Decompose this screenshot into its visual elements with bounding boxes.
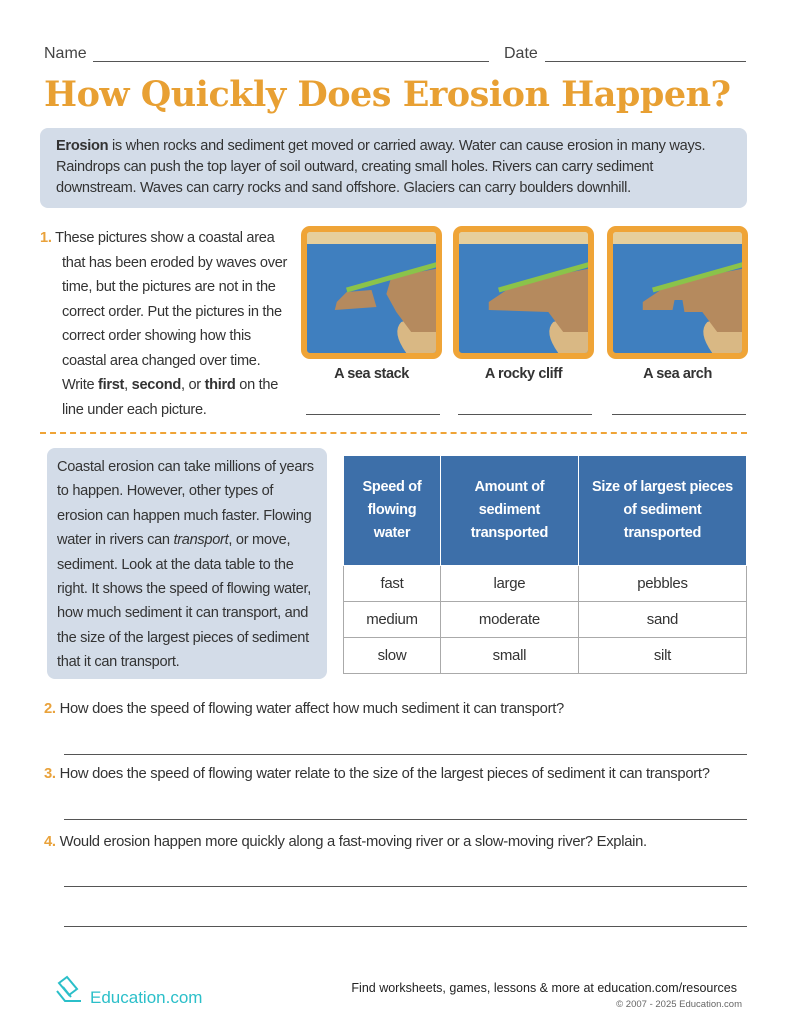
table-header: Speed of flowing water: [343, 455, 441, 566]
date-label: Date: [504, 45, 538, 62]
picture-caption: A sea stack: [334, 366, 409, 382]
education-logo-icon: [55, 975, 83, 1005]
passage-box: Coastal erosion can take millions of yea…: [47, 448, 327, 679]
question-2: 2. How does the speed of flowing water a…: [44, 701, 564, 717]
order-answer-line[interactable]: [458, 414, 592, 415]
table-cell: slow: [343, 637, 441, 674]
table-cell: small: [439, 637, 579, 674]
table-cell: large: [439, 565, 579, 602]
table-row: fast large pebbles: [343, 565, 748, 602]
question-number: 1.: [40, 230, 52, 246]
passage-italic: transport: [173, 532, 229, 549]
table-cell: pebbles: [577, 565, 748, 602]
question-4: 4. Would erosion happen more quickly alo…: [44, 834, 647, 850]
order-answer-line[interactable]: [306, 414, 440, 415]
q1-third: third: [204, 377, 236, 393]
question-1: 1. These pictures show a coastal area th…: [40, 226, 295, 422]
question-text: Would erosion happen more quickly along …: [59, 834, 648, 850]
coastal-picture: [453, 226, 594, 359]
answer-line[interactable]: [64, 926, 747, 927]
q1-second: second: [131, 377, 182, 393]
answer-line[interactable]: [64, 886, 747, 887]
name-label: Name: [44, 45, 87, 62]
table-row: medium moderate sand: [343, 601, 748, 638]
passage-text: Coastal erosion can take millions of yea…: [57, 459, 314, 549]
copyright: © 2007 - 2025 Education.com: [616, 999, 742, 1010]
table-cell: silt: [577, 637, 748, 674]
intro-text: is when rocks and sediment get moved or …: [56, 138, 706, 196]
answer-line[interactable]: [64, 754, 747, 755]
question-3: 3. How does the speed of flowing water r…: [44, 766, 710, 782]
coastal-picture: [607, 226, 748, 359]
data-table: Speed of flowing water Amount of sediment…: [343, 455, 748, 674]
question-number: 3.: [44, 766, 56, 782]
coastal-picture: [301, 226, 442, 359]
picture-caption: A rocky cliff: [484, 366, 563, 382]
passage-text-end: , or move, sediment. Look at the data ta…: [57, 532, 311, 671]
footer-tagline: Find worksheets, games, lessons & more a…: [351, 981, 737, 995]
question-text: How does the speed of flowing water rela…: [59, 766, 710, 782]
education-logo-text: Education.com: [90, 988, 203, 1007]
term: Erosion: [56, 138, 109, 154]
table-cell: medium: [343, 601, 441, 638]
page-title: How Quickly Does Erosion Happen?: [44, 74, 731, 115]
answer-line[interactable]: [64, 819, 747, 820]
q1-first: first: [98, 377, 125, 393]
question-number: 4.: [44, 834, 56, 850]
table-header: Size of largest pieces of sediment trans…: [577, 455, 748, 566]
section-divider: [40, 432, 747, 434]
q1-text-end: on the line under each picture.: [62, 377, 279, 418]
name-field[interactable]: [93, 61, 489, 62]
intro-box: Erosion is when rocks and sediment get m…: [40, 128, 747, 208]
q1-comma: ,: [124, 377, 132, 393]
order-answer-line[interactable]: [612, 414, 746, 415]
table-cell: fast: [343, 565, 441, 602]
q1-text: These pictures show a coastal area that …: [55, 230, 288, 393]
q1-or: , or: [180, 377, 205, 393]
table-cell: moderate: [439, 601, 579, 638]
picture-caption: A sea arch: [643, 366, 712, 382]
table-header: Amount of sediment transported: [439, 455, 579, 566]
date-field[interactable]: [545, 61, 746, 62]
table-cell: sand: [577, 601, 748, 638]
question-text: How does the speed of flowing water affe…: [59, 701, 565, 717]
table-row: slow small silt: [343, 637, 748, 674]
question-number: 2.: [44, 701, 56, 717]
